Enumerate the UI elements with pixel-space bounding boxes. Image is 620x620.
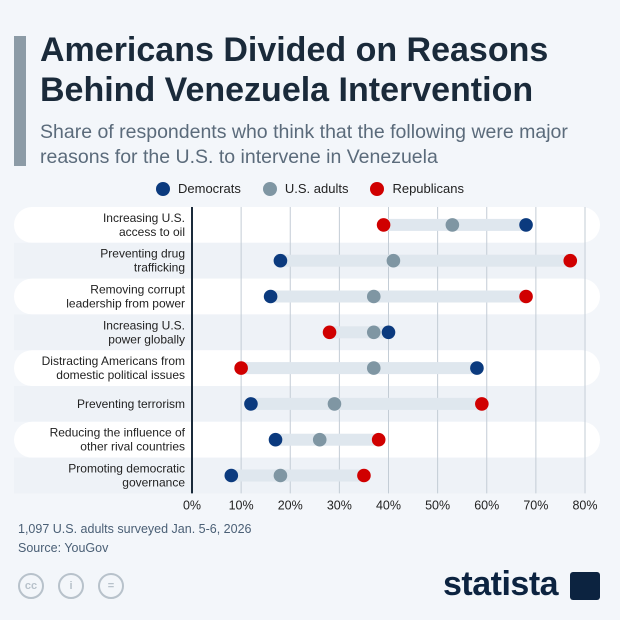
x-tick-label: 0% [183, 498, 201, 512]
statista-logo-mark [570, 572, 600, 600]
x-tick-label: 50% [425, 498, 450, 512]
dot-democrats [224, 468, 239, 483]
dot-u-s-adults [273, 468, 288, 483]
cc-license-icon: cc [18, 573, 44, 599]
dot-republicans [357, 468, 371, 483]
x-tick-label: 10% [229, 498, 254, 512]
range-bar [250, 397, 482, 410]
survey-note: 1,097 U.S. adults surveyed Jan. 5-6, 202… [18, 522, 252, 536]
legend-label: U.S. adults [284, 181, 349, 196]
attribution-icon: i [58, 573, 84, 599]
dot-republicans [519, 289, 533, 304]
legend-us-adults: U.S. adults [262, 181, 349, 196]
dot-republicans [371, 432, 386, 447]
dot-republicans [563, 253, 578, 268]
row-background [14, 314, 584, 351]
category-label: Increasing U.S. power globally [103, 318, 185, 346]
chart-subtitle: Share of respondents who think that the … [40, 121, 568, 168]
dot-democrats [268, 432, 283, 447]
x-tick-label: 40% [376, 498, 401, 512]
legend-dot-us-adults [262, 181, 277, 196]
dot-democrats [273, 253, 288, 268]
legend: Democrats U.S. adults Republicans [0, 181, 620, 196]
legend-label: Democrats [178, 181, 241, 196]
dot-republicans [234, 361, 248, 375]
no-derivatives-icon: = [98, 573, 124, 599]
dot-republicans [322, 325, 337, 340]
dot-u-s-adults [366, 325, 381, 340]
dot-democrats [263, 289, 278, 304]
dot-democrats [381, 325, 396, 340]
dot-u-s-adults [327, 397, 342, 411]
dot-u-s-adults [312, 432, 327, 447]
dot-republicans [475, 397, 489, 411]
category-label: Distracting Americans from domestic polit… [42, 354, 185, 382]
dot-republicans [376, 218, 391, 232]
category-label: Reducing the influence of other rival cou… [50, 426, 186, 454]
row-background [14, 207, 600, 243]
range-bar [270, 290, 527, 303]
statista-logo: statista [443, 565, 559, 603]
category-label: Preventing terrorism [77, 397, 185, 411]
legend-dot-democrats [156, 181, 170, 196]
range-bar [275, 433, 379, 446]
chart-title: Americans Divided on Reasons Behind Vene… [40, 31, 549, 109]
dot-u-s-adults [366, 289, 381, 304]
legend-republicans: Republicans [370, 181, 464, 196]
x-tick-label: 70% [523, 498, 548, 512]
title-accent-bar [14, 36, 26, 166]
x-tick-label: 20% [278, 498, 303, 512]
category-label: Removing corrupt leadership from power [66, 283, 185, 311]
dot-u-s-adults [386, 253, 401, 268]
range-bar [231, 469, 364, 482]
dot-democrats [519, 218, 533, 232]
legend-dot-republicans [370, 181, 385, 196]
range-bar [280, 254, 571, 267]
category-label: Preventing drug trafficking [100, 247, 185, 275]
legend-democrats: Democrats [156, 181, 241, 196]
legend-label: Republicans [392, 181, 464, 196]
dot-democrats [470, 361, 484, 375]
dot-democrats [244, 397, 258, 411]
dot-u-s-adults [445, 218, 460, 232]
x-tick-label: 30% [327, 498, 352, 512]
source: Source: YouGov [18, 541, 109, 555]
category-label: Promoting democratic governance [68, 462, 185, 490]
dot-u-s-adults [366, 361, 381, 375]
range-bar [241, 362, 477, 375]
category-label: Increasing U.S. access to oil [103, 211, 185, 239]
x-tick-label: 60% [474, 498, 499, 512]
x-tick-label: 80% [572, 498, 597, 512]
